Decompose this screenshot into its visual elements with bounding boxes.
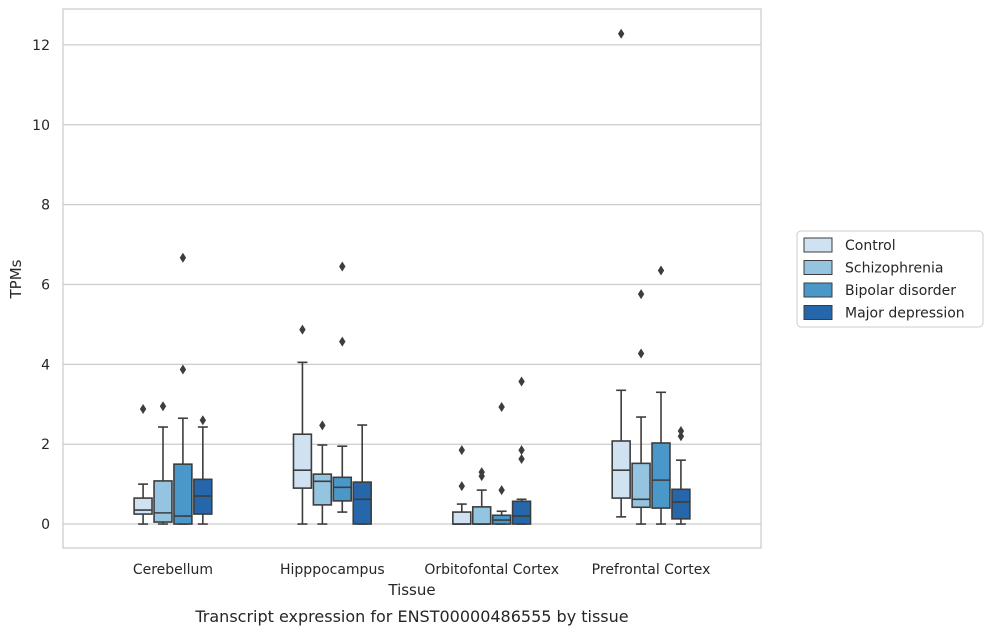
plot-area xyxy=(133,28,691,525)
x-tick-label: Orbitofontal Cortex xyxy=(424,562,559,578)
box-schizophrenia xyxy=(631,289,651,525)
outlier-point xyxy=(637,348,645,359)
box-iqr xyxy=(332,476,353,502)
x-tick-label: Cerebellum xyxy=(133,562,213,578)
chart-caption: Transcript expression for ENST0000048655… xyxy=(194,607,628,626)
outlier-point xyxy=(518,376,525,387)
y-tick-label: 4 xyxy=(41,357,50,373)
legend-label: Major depression xyxy=(845,306,965,322)
x-axis-label: Tissue xyxy=(387,581,435,599)
box-iqr xyxy=(651,442,671,509)
box-iqr xyxy=(292,433,313,489)
outlier-point xyxy=(179,252,187,263)
box-control xyxy=(611,28,631,518)
outlier-point xyxy=(299,324,306,335)
outlier-point xyxy=(199,415,207,426)
outlier-point xyxy=(458,445,466,456)
outlier-point xyxy=(657,265,665,276)
y-tick-label: 8 xyxy=(41,198,50,214)
box-iqr xyxy=(471,506,492,525)
outlier-point xyxy=(518,453,525,464)
box-iqr xyxy=(153,480,173,523)
outlier-point xyxy=(518,445,525,456)
box-bipolar-disorder xyxy=(491,402,512,525)
box-control xyxy=(133,404,153,525)
outlier-point xyxy=(637,289,645,300)
outlier-point xyxy=(677,426,685,437)
box-major-depression xyxy=(193,415,213,525)
box-schizophrenia xyxy=(153,401,173,525)
box-iqr xyxy=(631,462,651,509)
outlier-point xyxy=(498,402,505,413)
box-control xyxy=(292,324,313,525)
legend-swatch xyxy=(803,305,833,320)
legend-swatch xyxy=(803,237,833,253)
box-bipolar-disorder xyxy=(173,252,193,525)
gridlines xyxy=(63,44,761,525)
outlier-point xyxy=(498,485,505,496)
legend-label: Control xyxy=(845,238,896,254)
box-schizophrenia xyxy=(312,420,333,525)
box-iqr xyxy=(312,473,333,506)
outlier-point xyxy=(617,28,625,39)
box-iqr xyxy=(133,497,153,515)
outlier-point xyxy=(139,404,147,415)
x-tick-label: Prefrontal Cortex xyxy=(592,562,711,578)
legend-label: Schizophrenia xyxy=(845,261,943,277)
legend-swatch xyxy=(803,282,833,298)
legend-swatch xyxy=(803,260,833,275)
box-iqr xyxy=(173,463,193,525)
box-control xyxy=(452,445,472,525)
y-tick-label: 2 xyxy=(41,437,50,453)
y-axis-ticks: 0 2 4 6 8 10 12 xyxy=(32,38,50,533)
box-schizophrenia xyxy=(471,467,492,525)
legend-frame xyxy=(796,230,984,328)
outlier-point xyxy=(339,261,346,272)
box-iqr xyxy=(511,500,532,525)
outlier-point xyxy=(677,431,685,442)
y-tick-label: 10 xyxy=(32,118,50,134)
x-axis-ticks: Cerebellum Hipppocampus Orbitofontal Corte… xyxy=(133,562,711,578)
box-bipolar-disorder xyxy=(332,261,353,513)
outlier-point xyxy=(159,401,167,412)
outlier-point xyxy=(179,364,187,375)
legend-label: Bipolar disorder xyxy=(845,283,956,299)
y-tick-label: 6 xyxy=(41,277,50,293)
outlier-point xyxy=(478,467,485,478)
outlier-point xyxy=(319,420,326,431)
y-tick-label: 12 xyxy=(32,38,50,54)
y-axis-label: TPMs xyxy=(7,259,25,299)
outlier-point xyxy=(339,336,346,347)
box-iqr xyxy=(352,481,372,525)
box-iqr xyxy=(452,511,472,525)
outlier-point xyxy=(458,481,466,492)
box-bipolar-disorder xyxy=(651,265,671,525)
box-major-depression xyxy=(352,424,372,525)
box-iqr xyxy=(671,488,691,520)
plot-frame xyxy=(62,8,762,549)
x-tick-label: Hipppocampus xyxy=(280,562,385,578)
legend: Control Schizophrenia Bipolar disorder Majo… xyxy=(796,230,984,328)
y-tick-label: 0 xyxy=(41,517,50,533)
box-major-depression xyxy=(511,376,532,525)
box-major-depression xyxy=(671,426,691,525)
